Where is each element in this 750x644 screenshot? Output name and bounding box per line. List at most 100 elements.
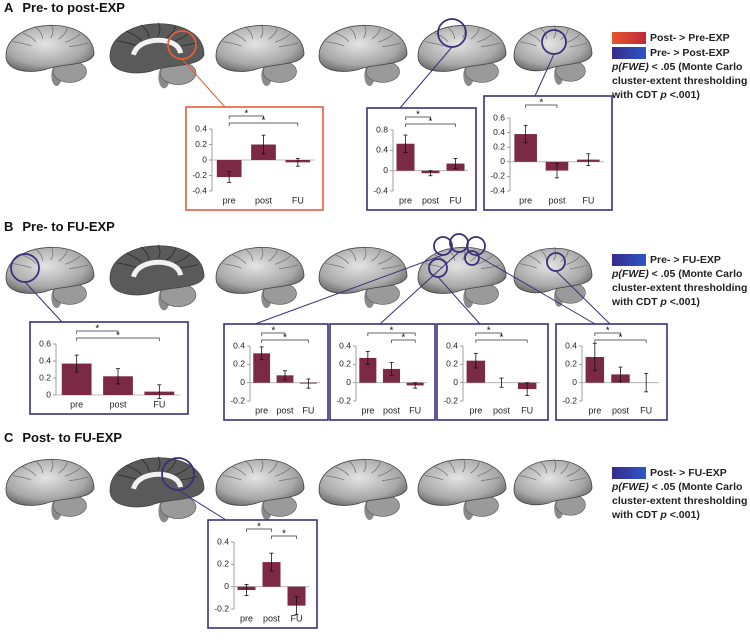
gyrus (231, 254, 247, 264)
x-tick-label: pre (588, 405, 601, 415)
gyrus (65, 33, 81, 43)
roi-connector (399, 46, 453, 109)
y-tick-label: 0 (224, 581, 229, 591)
gyrus (268, 249, 278, 262)
gyrus (222, 41, 242, 47)
gyrus (117, 40, 138, 47)
gyrus (347, 248, 356, 261)
y-tick-label: 0.2 (446, 359, 458, 369)
y-tick-label: 0 (240, 377, 245, 387)
cortex (318, 247, 408, 294)
cortex (109, 457, 205, 508)
y-tick-label: 0.4 (565, 340, 577, 350)
legend-label: Pre- > Post-EXP (650, 46, 730, 59)
significance-bracket (76, 337, 160, 341)
legend: Post- > Pre-EXP Pre- > Post-EXP p(FWE) < .… (612, 30, 748, 102)
legend-entry: Post- > Pre-EXP (612, 30, 748, 45)
x-tick-label: pre (223, 195, 236, 205)
gyrus (275, 467, 291, 477)
x-tick-label: FU (292, 195, 304, 205)
y-tick-label: 0 (346, 377, 351, 387)
brain-slice (513, 247, 593, 307)
error-bar (618, 366, 623, 383)
gyrus (446, 248, 455, 261)
gyrus (569, 476, 587, 482)
x-tick-label: FU (450, 195, 462, 205)
significance-label: * (116, 331, 120, 342)
significance-label: * (619, 333, 623, 344)
note-text: <.001) (666, 89, 700, 101)
gyrus (58, 461, 68, 474)
error-bar (586, 153, 591, 166)
significance-bracket (76, 330, 119, 334)
gyrus (553, 25, 557, 39)
gyrus (363, 458, 367, 473)
gyrus (334, 32, 350, 42)
error-bar (499, 377, 504, 388)
significance-bracket (475, 339, 528, 343)
gyrus (363, 246, 367, 261)
brain-slice (513, 459, 593, 519)
significance-bracket (271, 535, 297, 539)
note-text: p(FWE) (612, 268, 649, 280)
significance-label: * (271, 326, 275, 337)
gyrus (34, 460, 43, 473)
gyrus (446, 460, 455, 473)
y-tick-label: 0.8 (376, 124, 388, 134)
gyrus (65, 467, 81, 477)
significance-bracket (405, 116, 431, 120)
gyrus (553, 459, 557, 473)
brain-slice (109, 456, 205, 523)
error-bar (227, 171, 232, 183)
x-tick-label: FU (582, 195, 594, 205)
bar (466, 360, 486, 383)
gyrus (275, 255, 291, 265)
gyrus (462, 246, 466, 261)
brain-slice (417, 458, 507, 520)
y-tick-label: 0.2 (233, 359, 245, 369)
gyrus (433, 466, 449, 476)
x-tick-label: FU (153, 399, 165, 409)
y-tick-label: 0.6 (493, 112, 505, 122)
gyrus (68, 42, 89, 48)
threshold-note: p(FWE) < .05 (Monte Carlo cluster-extent… (612, 480, 748, 522)
panel-letter: A (4, 0, 14, 15)
x-tick-label: FU (302, 405, 314, 415)
significance-label: * (416, 110, 420, 121)
y-tick-label: 0 (572, 377, 577, 387)
legend-entry: Pre- > FU-EXP (612, 252, 748, 267)
y-tick-label: 0.4 (233, 340, 245, 350)
note-text: < .05 (Monte Carlo cluster-extent thresh… (612, 268, 748, 308)
y-tick-label: -0.2 (230, 395, 245, 405)
error-bar (453, 158, 458, 170)
brain-slice (513, 25, 593, 85)
y-tick-label: 0.4 (217, 536, 229, 546)
x-tick-label: FU (409, 405, 421, 415)
x-tick-label: FU (640, 405, 652, 415)
roi-circle (464, 250, 480, 266)
y-tick-label: -0.4 (192, 185, 207, 195)
gyrus (381, 42, 402, 48)
cortex (109, 23, 205, 74)
gyrus (173, 466, 190, 477)
gyrus (231, 466, 247, 476)
significance-bracket (246, 528, 272, 532)
bar (287, 586, 306, 606)
corpus-callosum (131, 259, 183, 278)
gyrus (560, 27, 569, 40)
roi-connector (555, 270, 611, 325)
gyrus (381, 264, 402, 270)
bar (514, 134, 537, 162)
significance-label: * (95, 324, 99, 335)
legend-swatch (612, 466, 646, 479)
x-tick-label: post (612, 405, 630, 415)
gyrus (260, 246, 264, 261)
gyrus (569, 42, 587, 48)
panel-header: C Post- to FU-EXP (4, 430, 131, 445)
y-tick-label: -0.2 (214, 603, 229, 613)
error-bar (403, 134, 408, 153)
x-tick-label: pre (255, 405, 268, 415)
gyrus (325, 475, 345, 481)
gyrus (347, 26, 356, 39)
